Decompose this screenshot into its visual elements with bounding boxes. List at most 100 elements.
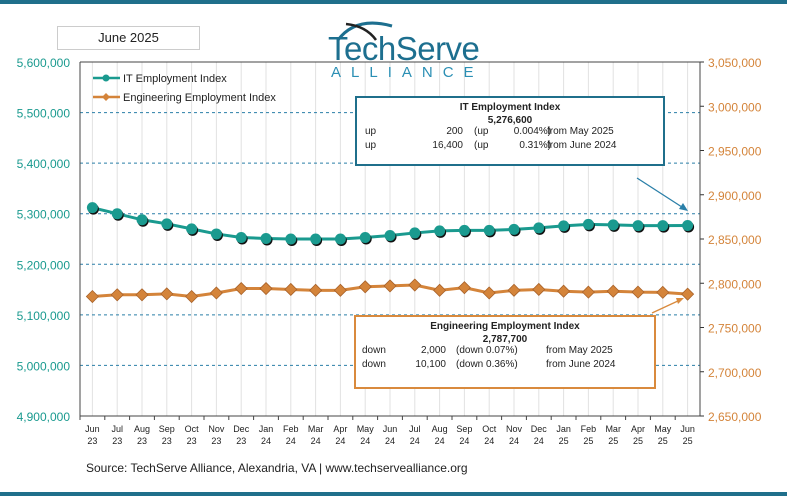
x-tick-label-year: 24: [360, 436, 370, 446]
eng-data-point: [85, 289, 99, 304]
x-tick-label-year: 24: [534, 436, 544, 446]
left-axis-tick-label: 5,100,000: [17, 309, 71, 323]
eng-box-value: 2,787,700: [482, 334, 528, 345]
dir: down: [362, 345, 386, 356]
left-axis-tick-label: 5,000,000: [17, 359, 71, 373]
eng-data-point: [433, 283, 447, 297]
it-data-point: [285, 233, 297, 245]
eng-data-point: [606, 284, 620, 298]
x-tick-label-month: Apr: [333, 424, 347, 434]
x-tick-label-month: Jul: [409, 424, 421, 434]
x-tick-label-month: Apr: [631, 424, 645, 434]
eng-data-point: [581, 285, 595, 299]
it-data-point: [359, 231, 371, 243]
x-tick-label-year: 25: [583, 436, 593, 446]
eng-data-point: [358, 280, 372, 294]
x-tick-label-month: Feb: [283, 424, 299, 434]
x-tick-label-year: 24: [435, 436, 445, 446]
x-tick-label-month: Mar: [308, 424, 324, 434]
it-data-point: [310, 233, 322, 245]
from: from May 2025: [546, 345, 613, 356]
eng-data-point: [507, 283, 521, 297]
eng-box-title: Engineering Employment Index: [430, 321, 580, 332]
left-axis-tick-label: 5,600,000: [17, 56, 71, 70]
from: from June 2024: [547, 140, 617, 151]
eng-data-point: [160, 287, 174, 301]
eng-summary-box: Engineering Employment Index 2,787,700 d…: [354, 315, 656, 389]
x-tick-label-year: 25: [633, 436, 643, 446]
right-axis-tick-label: 2,800,000: [708, 277, 762, 291]
pct: 0.004%): [513, 126, 551, 137]
x-tick-label-year: 23: [236, 436, 246, 446]
source-text: Source: TechServe Alliance, Alexandria, …: [86, 461, 468, 475]
from: from May 2025: [547, 126, 614, 137]
x-tick-label-year: 24: [261, 436, 271, 446]
it-row-month: up 200 (up 0.004%) from May 2025: [357, 126, 663, 140]
eng-data-point: [681, 287, 695, 301]
eng-data-point: [185, 289, 199, 304]
x-tick-label-month: Sep: [159, 424, 175, 434]
eng-data-point: [557, 284, 571, 298]
it-data-point: [558, 220, 570, 232]
x-tick-label-year: 24: [484, 436, 494, 446]
logo-swoosh-icon: [336, 21, 393, 41]
x-tick-label-year: 24: [410, 436, 420, 446]
x-tick-label-month: Mar: [605, 424, 621, 434]
it-data-point: [582, 218, 594, 230]
left-axis-tick-label: 5,500,000: [17, 107, 71, 121]
x-tick-label-month: May: [654, 424, 672, 434]
x-tick-label-month: Jul: [111, 424, 123, 434]
pct: (down 0.36%): [456, 359, 518, 370]
legend-label: Engineering Employment Index: [123, 92, 276, 104]
eng-data-point: [333, 283, 347, 297]
dir: up: [365, 126, 377, 137]
logo-subtext: ALLIANCE: [331, 64, 484, 81]
eng-data-point: [110, 288, 124, 302]
right-axis-tick-label: 2,900,000: [708, 189, 762, 203]
right-axis-tick-label: 2,850,000: [708, 233, 762, 247]
x-tick-label-year: 24: [385, 436, 395, 446]
eng-arrow-head-icon: [676, 298, 684, 304]
it-data-point: [384, 229, 396, 241]
it-data-point: [508, 223, 520, 235]
change: 200: [446, 126, 463, 137]
it-data-point: [409, 227, 421, 239]
x-tick-label-month: Aug: [134, 424, 150, 434]
x-tick-label-month: Dec: [233, 424, 250, 434]
eng-callout-arrow: [651, 299, 681, 314]
it-data-point: [458, 224, 470, 236]
it-data-point: [533, 222, 545, 234]
dir: down: [362, 359, 386, 370]
eng-data-point: [309, 283, 323, 297]
left-axis-tick-label: 5,400,000: [17, 157, 71, 171]
x-tick-label-month: Jun: [383, 424, 398, 434]
it-summary-box: IT Employment Index 5,276,600 up 200 (up…: [355, 96, 665, 166]
left-axis-tick-label: 4,900,000: [17, 410, 71, 424]
eng-row-year: down 10,100 (down 0.36%) from June 2024: [356, 359, 654, 373]
it-data-point: [657, 220, 669, 232]
bottom-bar: [0, 492, 787, 496]
x-tick-label-month: Sep: [456, 424, 472, 434]
x-tick-label-year: 23: [87, 436, 97, 446]
it-data-point: [111, 208, 123, 220]
eng-data-point: [656, 285, 670, 299]
it-data-point: [607, 219, 619, 231]
logo-text: TechServe: [328, 30, 480, 67]
eng-data-point: [457, 281, 471, 295]
x-tick-label-year: 23: [112, 436, 122, 446]
legend-label: IT Employment Index: [123, 73, 227, 85]
x-tick-label-month: Jun: [85, 424, 100, 434]
x-tick-label-year: 23: [187, 436, 197, 446]
it-row-year: up 16,400 (up 0.31%) from June 2024: [357, 140, 663, 154]
eng-data-point: [135, 288, 149, 302]
dir: up: [365, 140, 377, 151]
legend-marker-circle: [102, 74, 110, 82]
it-data-point: [186, 223, 198, 235]
x-tick-label-year: 23: [211, 436, 221, 446]
eng-data-point: [284, 282, 298, 297]
x-tick-label-month: Oct: [482, 424, 497, 434]
x-tick-label-year: 24: [286, 436, 296, 446]
eng-data-point: [532, 282, 546, 297]
